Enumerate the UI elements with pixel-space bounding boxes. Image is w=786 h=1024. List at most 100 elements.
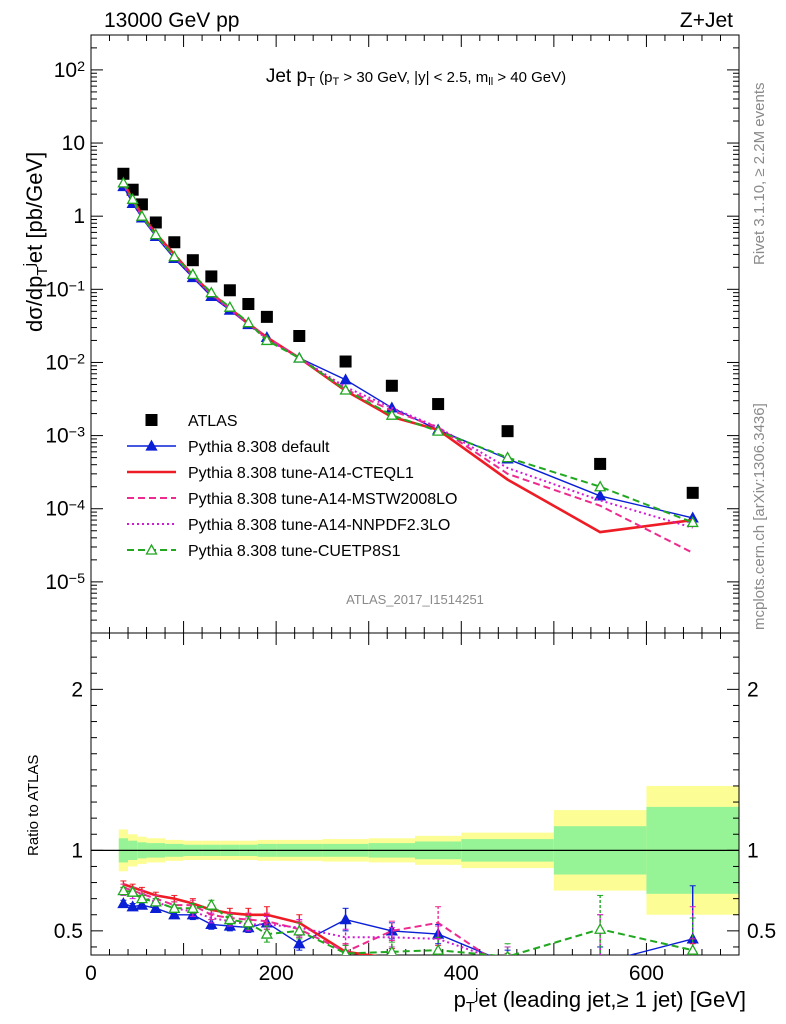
main-y-tick-label: 10−3 <box>45 424 85 447</box>
ratio-y-tick-label: 1 <box>71 839 83 862</box>
legend-entry: Pythia 8.308 tune-CUETP8S1 <box>127 543 401 560</box>
analysis-label: ATLAS_2017_I1514251 <box>346 592 484 607</box>
data-point <box>145 414 158 426</box>
legend-label: Pythia 8.308 tune-A14-MSTW2008LO <box>188 491 457 508</box>
data-point <box>126 192 139 204</box>
data-point <box>126 885 139 897</box>
data-point <box>168 236 181 249</box>
data-point <box>686 943 699 955</box>
data-point <box>205 286 218 298</box>
data-point <box>293 330 306 343</box>
data-point <box>339 373 352 385</box>
data-point <box>205 918 218 930</box>
legend-label: Pythia 8.308 default <box>188 439 330 456</box>
main-y-tick-label: 102 <box>54 59 85 82</box>
ratio-y-tick-label: 2 <box>71 678 83 701</box>
data-point <box>117 884 130 896</box>
data-point <box>501 425 514 438</box>
ratio-y-tick-label-right: 2 <box>747 678 759 701</box>
ratio-plot-series <box>117 880 699 967</box>
energy-label: 13000 GeV pp <box>104 9 239 32</box>
y-axis-title-text: dσ/dpTjet [pb/GeV] <box>21 152 51 332</box>
data-point <box>117 167 130 180</box>
main-y-tick-label: 10 <box>62 132 85 155</box>
ratio-y-tick-label-right: 0.5 <box>747 920 776 943</box>
data-point <box>594 922 607 934</box>
data-point <box>293 924 306 936</box>
data-point <box>149 901 162 913</box>
data-point <box>168 250 181 262</box>
data-point <box>594 489 607 501</box>
legend-entry: ATLAS <box>145 413 238 430</box>
legend-entry: Pythia 8.308 tune-A14-NNPDF2.3LO <box>127 517 450 534</box>
plot-title-text: Jet pT (pT > 30 GeV, |y| < 2.5, mll > 40… <box>266 66 566 89</box>
data-point <box>595 958 605 967</box>
data-point <box>260 334 273 346</box>
legend-entry: Pythia 8.308 default <box>127 439 330 456</box>
x-axis-title-text: pTjet (leading jet,≥ 1 jet) [GeV] <box>454 986 746 1016</box>
data-point <box>339 383 352 395</box>
data-point <box>260 310 273 323</box>
data-point <box>223 284 236 297</box>
data-point <box>503 958 513 967</box>
legend-label: ATLAS <box>188 413 238 430</box>
data-point <box>149 895 162 907</box>
data-point <box>205 898 218 910</box>
data-point <box>168 908 181 920</box>
data-point <box>205 270 218 283</box>
data-point <box>145 543 158 555</box>
main-y-tick-label: 10−5 <box>45 571 85 594</box>
data-point <box>293 351 306 363</box>
main-series-atlas <box>117 167 699 499</box>
ratio-y-axis-title: Ratio to ATLAS <box>25 755 42 856</box>
data-point <box>223 300 236 312</box>
data-point <box>341 947 350 955</box>
data-point <box>186 254 199 267</box>
data-point <box>293 937 306 949</box>
legend-label: Pythia 8.308 tune-CUETP8S1 <box>188 543 401 560</box>
main-y-tick-label: 10−4 <box>45 497 85 520</box>
data-point <box>135 209 149 221</box>
main-y-tick-label: 10−2 <box>45 351 85 374</box>
legend-entry: Pythia 8.308 tune-A14-CTEQL1 <box>127 465 414 482</box>
data-point <box>501 451 514 463</box>
data-point <box>149 228 162 240</box>
x-tick-label: 0 <box>85 962 97 985</box>
main-y-tick-label: 10−1 <box>45 278 85 301</box>
data-point <box>242 916 255 928</box>
legend-label: Pythia 8.308 tune-A14-CTEQL1 <box>188 465 414 482</box>
data-point <box>339 355 352 368</box>
data-point <box>339 913 352 925</box>
data-point <box>594 457 607 470</box>
main-series-pythia-8-308-tune-cuetp8s1 <box>117 176 699 528</box>
data-point <box>223 913 236 925</box>
data-point <box>168 901 181 913</box>
data-point <box>145 439 158 451</box>
data-point <box>126 183 139 196</box>
data-point <box>135 898 149 910</box>
data-point <box>186 901 199 913</box>
process-label: Z+Jet <box>680 9 733 32</box>
plot-title: Jet pT (pT > 30 GeV, |y| < 2.5, mll > 40… <box>266 66 566 89</box>
ratio-plot-axes: 0.5 0.5 1 1 2 2 0 200 400 600 <box>54 632 776 985</box>
data-point <box>385 408 398 420</box>
data-point <box>432 398 445 411</box>
x-tick-label: 600 <box>629 962 664 985</box>
ratio-y-tick-label: 0.5 <box>54 920 83 943</box>
data-point <box>117 176 130 188</box>
data-point <box>686 516 699 528</box>
x-axis-title: pTjet (leading jet,≥ 1 jet) [GeV] <box>454 986 746 1016</box>
ratio-series-pythia-8-308-default <box>117 885 699 967</box>
data-point <box>126 900 139 912</box>
data-point <box>117 897 130 909</box>
data-point <box>432 943 445 955</box>
ratio-series-pythia-8-308-tune-cuetp8s1 <box>117 884 699 955</box>
data-point <box>594 480 607 492</box>
legend-label: Pythia 8.308 tune-A14-NNPDF2.3LO <box>188 517 450 534</box>
data-point <box>135 892 149 904</box>
data-point <box>260 927 273 939</box>
main-plot-axes: 10−5 10−4 10−3 10−2 10−1 1 10 102 <box>45 34 740 634</box>
data-point <box>686 486 699 499</box>
ratio-frame <box>90 632 740 956</box>
